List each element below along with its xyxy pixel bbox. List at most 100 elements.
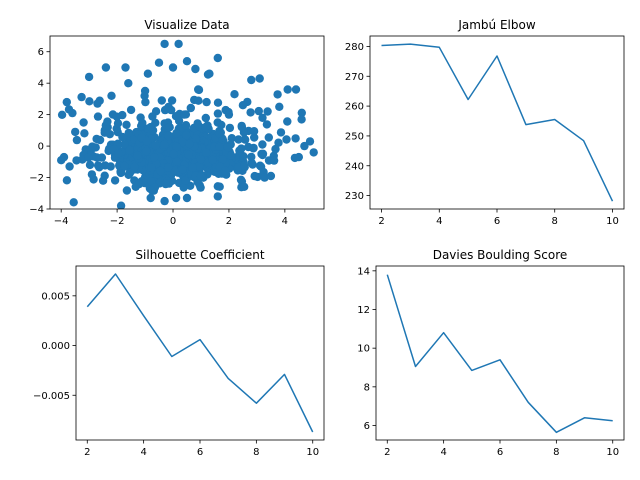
scatter-point	[213, 192, 222, 201]
scatter-point	[223, 143, 232, 152]
scatter-point	[146, 122, 155, 132]
y-tick-label: 0.005	[41, 291, 70, 302]
scatter-point	[205, 69, 214, 78]
scatter-point	[179, 183, 188, 192]
y-tick-label: 14	[357, 266, 370, 277]
x-tick-label: 4	[282, 216, 288, 227]
x-tick-label: 6	[494, 216, 500, 227]
scatter-point	[122, 120, 131, 129]
scatter-point	[130, 162, 139, 172]
scatter-point	[309, 148, 318, 157]
scatter-point	[142, 137, 152, 146]
axes-frame	[49, 35, 325, 210]
chart-title: Silhouette Coefficient	[135, 248, 264, 262]
scatter-point	[85, 160, 95, 170]
scatter-point	[107, 91, 116, 101]
scatter-point	[87, 170, 97, 179]
x-tick-label: 6	[197, 447, 203, 458]
scatter-point	[208, 155, 217, 165]
scatter-point	[258, 113, 267, 123]
scatter-point	[172, 128, 181, 138]
scatter-point	[72, 156, 81, 165]
scatter-point	[143, 69, 153, 78]
scatter-point	[236, 175, 246, 184]
scatter-point	[167, 96, 177, 105]
scatter-point	[85, 97, 94, 106]
scatter-point	[101, 63, 111, 72]
x-tick-label: 10	[306, 447, 319, 458]
scatter-point	[62, 97, 71, 107]
scatter-point	[186, 103, 195, 113]
scatter-point	[84, 153, 93, 162]
scatter-point	[275, 102, 284, 112]
scatter-point	[163, 163, 173, 172]
x-tick-label: 2	[384, 447, 390, 458]
scatter-point	[238, 101, 248, 110]
scatter-point	[125, 145, 134, 155]
scatter-point	[258, 140, 267, 149]
scatter-point	[260, 173, 269, 182]
scatter-point	[84, 72, 94, 82]
scatter-point	[116, 201, 126, 209]
scatter-point	[264, 133, 273, 142]
scatter-point	[160, 39, 169, 49]
y-tick-label: −2	[29, 173, 44, 184]
scatter-point	[65, 162, 74, 171]
x-tick-label: −4	[54, 216, 69, 227]
scatter-point	[255, 74, 264, 83]
scatter-point	[178, 165, 187, 174]
scatter-point	[114, 149, 123, 158]
subplot-davies-boulding-score: 2 4 6 8 10 6 8 10 12 14 Davies Boulding Score	[357, 248, 625, 458]
y-tick-label: 260	[345, 102, 364, 113]
y-tick-label: 270	[345, 72, 364, 83]
scatter-point	[201, 113, 210, 123]
scatter-point	[246, 108, 255, 117]
scatter-point	[174, 116, 184, 126]
scatter-point	[276, 128, 286, 137]
scatter-point	[79, 118, 88, 127]
scatter-point	[122, 186, 132, 195]
scatter-point	[103, 117, 112, 126]
y-tick-label: 0	[38, 142, 44, 153]
scatter-point	[297, 115, 306, 124]
scatter-point	[217, 120, 226, 130]
scatter-point	[131, 182, 140, 191]
axes-frame	[369, 35, 625, 210]
scatter-point	[140, 86, 150, 96]
scatter-point	[248, 160, 257, 169]
y-tick-label: 230	[345, 191, 364, 202]
y-tick-label: 6	[364, 421, 370, 432]
scatter-point	[250, 133, 259, 142]
scatter-point	[172, 157, 182, 166]
scatter-point	[95, 163, 104, 172]
scatter-point	[194, 85, 203, 94]
scatter-point	[227, 134, 236, 143]
scatter-point	[174, 39, 183, 49]
subplot-jambu-elbow: 2 4 6 8 10 230 240 250 260 270 280 Jambú Elbow	[345, 18, 625, 227]
series-line	[86, 273, 314, 433]
x-tick-label: 6	[497, 447, 503, 458]
scatter-point	[105, 130, 115, 139]
scatter-point	[169, 149, 178, 159]
y-tick-label: 6	[38, 47, 44, 58]
scatter-point	[230, 90, 239, 99]
scatter-point	[88, 142, 97, 151]
scatter-point	[200, 123, 210, 132]
y-tick-label: 280	[345, 42, 364, 53]
scatter-point	[157, 96, 166, 105]
axes-frame	[75, 265, 325, 441]
subplot-visualize-data: −4 −2 0 2 4 −4 −2 0 2 4 6 Visualize Data	[29, 18, 325, 227]
scatter-point	[57, 110, 67, 120]
scatter-point	[218, 155, 227, 164]
scatter-point	[154, 58, 164, 67]
plot-area	[381, 43, 614, 202]
y-tick-label: −0.005	[33, 391, 70, 402]
scatter-point	[249, 127, 259, 136]
scatter-point	[271, 144, 280, 154]
scatter-point	[215, 142, 224, 151]
scatter-point	[180, 110, 189, 119]
scatter-point	[226, 151, 236, 160]
scatter-point	[133, 151, 142, 160]
y-tick-label: 4	[38, 79, 44, 90]
scatter-point	[220, 166, 230, 176]
